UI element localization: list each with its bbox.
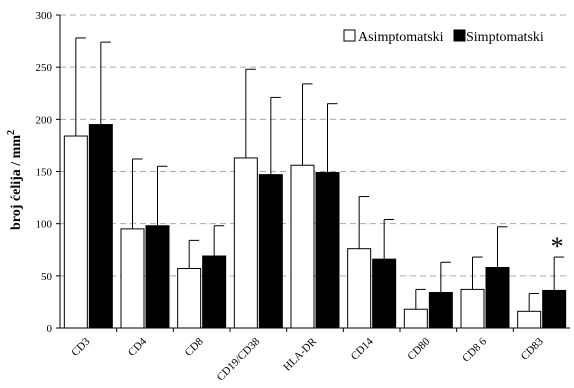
- bar-simptomatski-cd83: [542, 289, 567, 329]
- y-tick-labels: 0 50 100 150 200 250 300: [36, 10, 60, 335]
- bar-asimptomatski-cd83: [517, 310, 542, 329]
- bar-asimptomatski-cd3: [63, 135, 88, 329]
- error-bars: [75, 37, 565, 312]
- x-tick-label: CD4: [126, 335, 150, 359]
- bar-asimptomatski-cd4: [120, 228, 145, 329]
- bar-simptomatski-hla-dr: [315, 172, 340, 329]
- bar-asimptomatski-cd8-6: [460, 288, 485, 329]
- x-tick-label: CD8 6: [460, 335, 489, 364]
- bar-asimptomatski-cd14: [347, 248, 372, 329]
- y-tick-label: 0: [47, 323, 53, 335]
- legend: Asimptomatski Simptomatski: [343, 29, 544, 45]
- x-tick-label: CD8: [183, 335, 207, 359]
- significance-asterisk: *: [551, 232, 564, 261]
- annotations: *: [551, 232, 564, 261]
- x-tick-labels: CD3 CD4 CD8 CD19/CD38 HLA-DR CD14 CD80 CD8 6 CD8…: [69, 335, 546, 383]
- x-tick-label: CD3: [69, 335, 93, 359]
- gridlines: [60, 14, 570, 277]
- legend-swatch-asimptomatski: [343, 29, 356, 42]
- bar-simptomatski-cd4: [145, 225, 170, 329]
- bar-simptomatski-cd80: [428, 292, 453, 329]
- legend-label-simptomatski: Simptomatski: [466, 30, 544, 45]
- bar-asimptomatski-cd8: [177, 268, 202, 329]
- x-tick-label: CD83: [519, 335, 546, 362]
- bar-asimptomatski-hla-dr: [290, 164, 315, 329]
- bar-simptomatski-cd8: [202, 255, 227, 329]
- bar-asimptomatski-cd80: [403, 308, 428, 329]
- y-tick-label: 50: [41, 271, 53, 283]
- x-tick-label: CD80: [405, 335, 432, 362]
- y-axis-title: broj ćelija / mm2: [6, 130, 24, 230]
- legend-swatch-simptomatski: [453, 29, 466, 42]
- x-tick-label: CD19/CD38: [215, 335, 263, 383]
- y-tick-label: 200: [36, 114, 53, 126]
- bar-simptomatski-cd19-cd38: [258, 174, 283, 329]
- y-tick-label: 150: [36, 167, 53, 179]
- y-tick-label: 250: [36, 62, 53, 74]
- bar-simptomatski-cd14: [372, 258, 397, 329]
- bar-simptomatski-cd8-6: [485, 266, 510, 329]
- y-tick-label: 100: [36, 219, 53, 231]
- x-tick-label: CD14: [349, 335, 376, 362]
- bars: [63, 124, 567, 329]
- legend-label-asimptomatski: Asimptomatski: [358, 30, 444, 45]
- y-tick-label: 300: [36, 10, 53, 22]
- x-tick-label: HLA-DR: [281, 335, 319, 373]
- bar-asimptomatski-cd19-cd38: [233, 157, 258, 329]
- bar-simptomatski-cd3: [88, 124, 113, 329]
